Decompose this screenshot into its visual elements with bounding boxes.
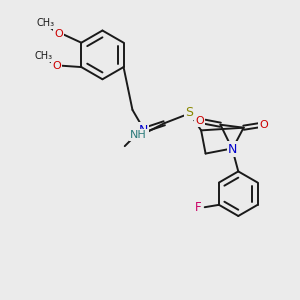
Text: F: F xyxy=(195,201,202,214)
Text: NH: NH xyxy=(130,130,147,140)
Text: N: N xyxy=(139,124,148,136)
Text: CH₃: CH₃ xyxy=(34,51,53,61)
Text: O: O xyxy=(260,120,268,130)
Text: O: O xyxy=(195,116,204,126)
Text: CH₃: CH₃ xyxy=(37,18,55,28)
Text: S: S xyxy=(185,106,193,119)
Text: O: O xyxy=(54,29,63,39)
Text: O: O xyxy=(52,61,61,70)
Text: N: N xyxy=(228,142,237,156)
